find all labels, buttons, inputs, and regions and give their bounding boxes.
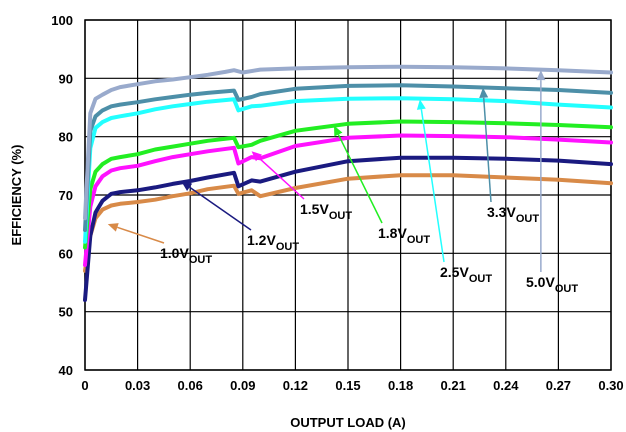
x-tick-label: 0.12 bbox=[283, 378, 308, 393]
series-label-arrowhead bbox=[251, 151, 262, 162]
series-label: 1.2VOUT bbox=[247, 232, 299, 253]
series-label: 1.0VOUT bbox=[160, 245, 212, 266]
x-axis-label: OUTPUT LOAD (A) bbox=[290, 415, 406, 430]
x-tick-label: 0 bbox=[81, 378, 88, 393]
series-label: 1.8VOUT bbox=[378, 225, 430, 246]
x-tick-labels: 0 0.03 0.06 0.09 0.12 0.15 0.18 0.21 0.24 0.27 0.3… bbox=[81, 378, 623, 393]
series-label-arrow bbox=[258, 157, 305, 200]
y-tick-label: 100 bbox=[51, 13, 73, 28]
x-tick-label: 0.18 bbox=[388, 378, 413, 393]
series-label-arrow bbox=[189, 186, 252, 231]
series-label-arrowhead bbox=[333, 125, 343, 137]
series-label: 2.5VOUT bbox=[440, 264, 492, 285]
series-line bbox=[83, 119, 613, 250]
y-tick-label: 70 bbox=[59, 188, 73, 203]
series-lines bbox=[83, 64, 613, 302]
x-tick-label: 0.24 bbox=[493, 378, 519, 393]
series-label: 5.0VOUT bbox=[526, 274, 578, 295]
series-label: 1.5VOUT bbox=[300, 201, 352, 222]
y-tick-label: 80 bbox=[59, 130, 73, 145]
x-tick-label: 0.09 bbox=[230, 378, 255, 393]
x-tick-label: 0.30 bbox=[598, 378, 623, 393]
series-label-arrowhead bbox=[107, 223, 119, 232]
series-line bbox=[83, 133, 613, 267]
series-line bbox=[83, 96, 613, 244]
y-tick-label: 60 bbox=[59, 246, 73, 261]
x-tick-label: 0.27 bbox=[546, 378, 571, 393]
series-label-arrowhead bbox=[416, 99, 426, 110]
x-tick-label: 0.03 bbox=[125, 378, 150, 393]
series-label: 3.3VOUT bbox=[487, 204, 539, 225]
series-line bbox=[83, 173, 613, 273]
y-tick-label: 90 bbox=[59, 71, 73, 86]
series-label-arrowhead bbox=[181, 181, 193, 191]
series-label-arrow bbox=[482, 97, 492, 203]
series-line bbox=[83, 64, 613, 221]
grid bbox=[84, 19, 612, 371]
series-label-arrowhead bbox=[536, 70, 546, 81]
x-tick-label: 0.21 bbox=[441, 378, 466, 393]
y-axis-label: EFFICIENCY (%) bbox=[9, 145, 24, 246]
y-tick-label: 50 bbox=[59, 305, 73, 320]
series-label-arrow bbox=[337, 134, 383, 224]
series-label-arrow bbox=[117, 226, 165, 244]
x-tick-label: 0.06 bbox=[178, 378, 203, 393]
series-label-arrow bbox=[420, 109, 445, 263]
x-tick-label: 0.15 bbox=[335, 378, 360, 393]
series-line bbox=[83, 83, 613, 232]
series-line bbox=[83, 155, 613, 302]
y-tick-labels: 40 50 60 70 80 90 100 bbox=[51, 13, 73, 378]
y-tick-label: 40 bbox=[59, 363, 73, 378]
series-label-arrowhead bbox=[479, 87, 489, 98]
